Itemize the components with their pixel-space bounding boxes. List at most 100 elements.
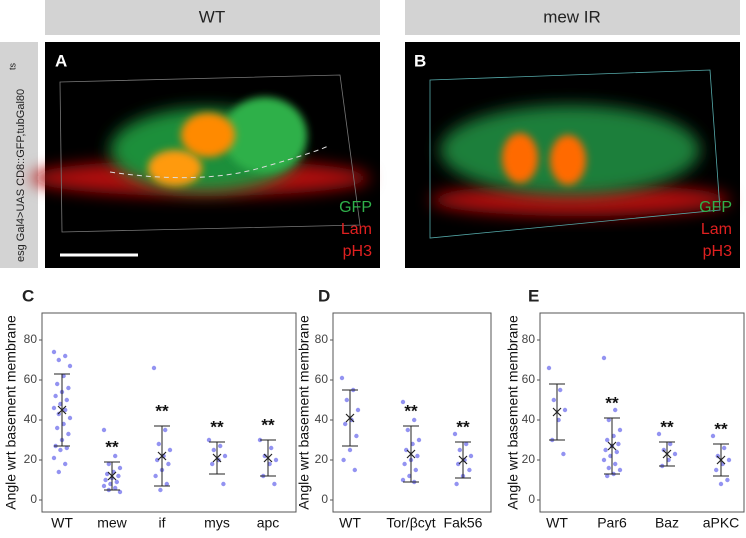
x-tick-label: mew <box>97 515 127 531</box>
data-point <box>53 393 58 399</box>
data-point <box>613 407 618 413</box>
data-point <box>58 447 63 453</box>
data-point <box>51 349 57 355</box>
y-axis-label: Angle wrt basement membrane <box>3 315 19 510</box>
data-point <box>114 479 120 485</box>
x-tick-label: Fak56 <box>444 515 483 531</box>
header-left: WT <box>199 7 225 26</box>
data-point <box>412 417 417 423</box>
significance: ** <box>714 419 728 438</box>
data-point <box>402 461 407 467</box>
data-point <box>457 447 462 453</box>
data-point <box>64 397 70 403</box>
mean-marker <box>157 451 167 461</box>
data-point <box>272 481 277 487</box>
mean-marker <box>107 471 117 481</box>
data-point <box>51 405 57 411</box>
data-point <box>163 427 168 433</box>
mean-marker <box>716 455 726 465</box>
data-point <box>206 437 212 443</box>
data-point <box>55 425 60 431</box>
data-point <box>51 455 57 461</box>
data-point <box>66 385 71 391</box>
data-point <box>415 453 420 459</box>
data-point <box>113 485 118 491</box>
data-point <box>55 381 60 387</box>
y-tick-label: 40 <box>315 412 329 426</box>
y-tick-label: 80 <box>522 332 536 346</box>
data-point <box>101 483 107 489</box>
data-point <box>166 461 171 467</box>
data-point <box>117 489 123 495</box>
data-point <box>101 427 107 433</box>
data-point <box>616 441 621 447</box>
data-point <box>56 357 61 363</box>
y-tick-label: 60 <box>315 372 329 386</box>
data-point <box>454 481 459 487</box>
mean-marker <box>57 405 67 415</box>
mean-marker <box>263 453 273 463</box>
data-point <box>726 457 732 463</box>
x-tick-label: aPKC <box>703 515 740 531</box>
data-point <box>158 487 163 493</box>
data-point <box>714 467 719 473</box>
data-point <box>56 469 61 475</box>
header-right: mew IR <box>543 7 601 26</box>
data-point <box>617 467 623 473</box>
micrograph-content <box>429 69 730 239</box>
significance: ** <box>404 401 418 420</box>
y-tick-label: 80 <box>24 332 38 346</box>
data-point <box>606 417 611 423</box>
header-bar <box>45 0 380 35</box>
y-tick-label: 20 <box>24 452 38 466</box>
data-point <box>601 355 607 361</box>
data-point <box>66 431 71 437</box>
data-point <box>341 457 346 463</box>
data-point <box>668 441 673 447</box>
data-point <box>67 363 73 369</box>
channel-label: pH3 <box>343 243 372 260</box>
data-point <box>262 453 267 459</box>
data-point <box>273 457 279 463</box>
channel-label: Lam <box>701 221 732 238</box>
data-point <box>62 407 68 413</box>
data-point <box>718 481 724 487</box>
side-label: esg Gal4>UAS CD8::GFP,tubGal80 ts <box>7 62 27 262</box>
y-tick-label: 60 <box>522 372 536 386</box>
data-point <box>153 473 158 479</box>
y-tick-label: 40 <box>24 412 38 426</box>
data-point <box>211 447 216 453</box>
image-label: B <box>414 51 426 70</box>
y-tick-label: 40 <box>522 412 536 426</box>
data-point <box>725 477 730 483</box>
panel-label: E <box>528 286 539 305</box>
data-point <box>617 427 623 433</box>
side-label-sup: ts <box>7 62 17 70</box>
y-tick-label: 20 <box>522 452 536 466</box>
data-point <box>562 407 568 413</box>
plot-frame <box>332 312 492 513</box>
data-point <box>347 447 353 453</box>
data-point <box>722 445 727 451</box>
side-label-text: esg Gal4>UAS CD8::GFP,tubGal80 <box>15 89 27 262</box>
data-point <box>117 465 123 471</box>
channel-label: pH3 <box>703 243 732 260</box>
mean-marker <box>458 455 468 465</box>
data-point <box>64 445 70 451</box>
data-point <box>222 453 228 459</box>
data-point <box>452 431 458 437</box>
y-tick-label: 0 <box>321 492 328 506</box>
x-tick-label: WT <box>546 515 568 531</box>
y-tick-label: 80 <box>315 332 329 346</box>
data-point <box>601 457 607 463</box>
data-point <box>354 433 359 439</box>
data-point <box>405 427 410 433</box>
channel-label: Lam <box>341 221 372 238</box>
data-point <box>62 461 68 467</box>
image-label: A <box>55 51 67 70</box>
data-point <box>603 447 608 453</box>
x-tick-label: Tor/βcyt <box>386 515 435 531</box>
plot-frame <box>539 312 745 513</box>
micrograph-content <box>30 74 370 257</box>
